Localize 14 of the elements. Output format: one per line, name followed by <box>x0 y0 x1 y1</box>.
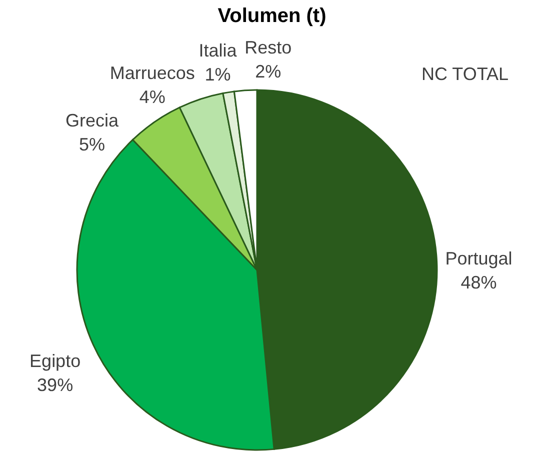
slice-label: Portugal <box>445 248 512 268</box>
slice-label: Italia <box>198 40 238 60</box>
data-label: 4% <box>139 87 166 108</box>
data-label: 5% <box>79 134 106 154</box>
slice-label: Egipto <box>30 351 81 372</box>
data-label: 1% <box>204 64 231 84</box>
slice-label: Marruecos <box>110 63 195 84</box>
data-label: 2% <box>255 61 282 82</box>
slice-label: Grecia <box>66 110 120 130</box>
slice-label: Resto <box>244 37 292 58</box>
data-label: 48% <box>460 272 497 292</box>
data-label: 39% <box>37 375 74 396</box>
chart-title: Volumen (t) <box>218 5 326 27</box>
text: NC TOTAL <box>421 64 509 84</box>
